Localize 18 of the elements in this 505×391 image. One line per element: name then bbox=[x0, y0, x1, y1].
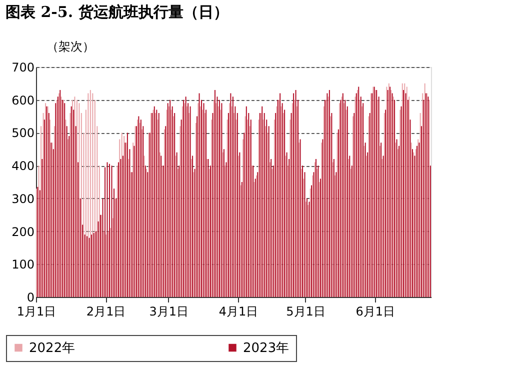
y-tick-label: 500 bbox=[12, 126, 34, 140]
chart-title: 图表 2-5. 货运航班执行量（日） bbox=[6, 3, 228, 21]
x-tick-label: 6月1日 bbox=[356, 304, 396, 318]
x-tick-label: 1月1日 bbox=[16, 304, 56, 318]
y-tick-label: 600 bbox=[12, 93, 34, 108]
x-tick-label: 5月1日 bbox=[286, 304, 326, 318]
y-tick-label: 300 bbox=[12, 192, 34, 206]
y-tick-label: 400 bbox=[12, 159, 34, 174]
y-tick-label: 0 bbox=[26, 290, 34, 304]
y-axis-title: （架次） bbox=[46, 40, 94, 54]
y-tick-label: 100 bbox=[12, 258, 34, 272]
legend-label: 2023年 bbox=[243, 340, 290, 356]
x-tick-label: 4月1日 bbox=[218, 304, 258, 318]
y-tick-label: 200 bbox=[12, 224, 34, 239]
legend-label: 2022年 bbox=[29, 340, 76, 356]
x-tick-label: 3月1日 bbox=[149, 304, 189, 318]
y-tick-label: 700 bbox=[12, 60, 34, 74]
x-tick-label: 2月1日 bbox=[86, 304, 126, 318]
